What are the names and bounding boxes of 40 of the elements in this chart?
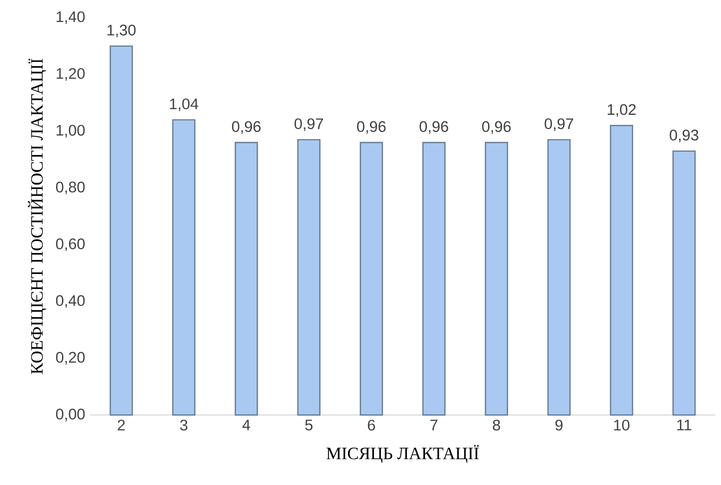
y-tick-label: 0,40 (56, 295, 85, 308)
bar (610, 124, 634, 416)
bar (110, 45, 133, 416)
data-label: 1,30 (108, 24, 136, 38)
bar (172, 119, 196, 416)
y-tick-label: 0,60 (56, 238, 85, 252)
bar (672, 150, 696, 416)
x-tick-label: 6 (368, 420, 375, 431)
data-label: 1,04 (170, 98, 198, 112)
x-tick-label: 11 (677, 420, 692, 430)
data-label: 0,96 (357, 121, 386, 134)
data-label: 1,02 (608, 104, 636, 117)
x-tick-label: 2 (118, 420, 125, 430)
y-tick-label: 1,00 (56, 124, 85, 138)
data-label: 0,96 (232, 121, 261, 134)
x-axis-title: МІСЯЦЬ ЛАКТАЦІЇ (326, 445, 479, 463)
x-tick-label: 3 (180, 420, 188, 431)
bar (360, 142, 383, 416)
bar (484, 142, 508, 416)
x-tick-label: 8 (492, 420, 500, 431)
data-label: 0,96 (482, 121, 511, 134)
bar (297, 139, 320, 416)
x-tick-label: 9 (555, 420, 563, 431)
bar (422, 142, 446, 416)
x-tick-label: 4 (242, 420, 250, 430)
y-tick-label: 0,80 (56, 182, 85, 194)
y-tick-label: 0,20 (56, 352, 85, 365)
y-tick-label: 0,00 (56, 408, 85, 422)
y-axis-title: КОЕФІЦІЄНТ ПОСТІЙНОСТІ ЛАКТАЦІЇ (28, 58, 46, 374)
data-label: 0,97 (544, 118, 574, 131)
y-tick-label: 1,20 (56, 68, 85, 81)
x-tick-label: 10 (614, 420, 630, 431)
y-tick-label: 1,40 (56, 11, 85, 24)
x-tick-label: 5 (305, 420, 312, 430)
data-label: 0,96 (420, 121, 448, 134)
x-tick-label: 7 (430, 420, 438, 430)
bar (547, 139, 571, 416)
data-label: 0,97 (294, 118, 324, 131)
bar (234, 142, 258, 416)
data-label: 0,93 (670, 130, 698, 142)
